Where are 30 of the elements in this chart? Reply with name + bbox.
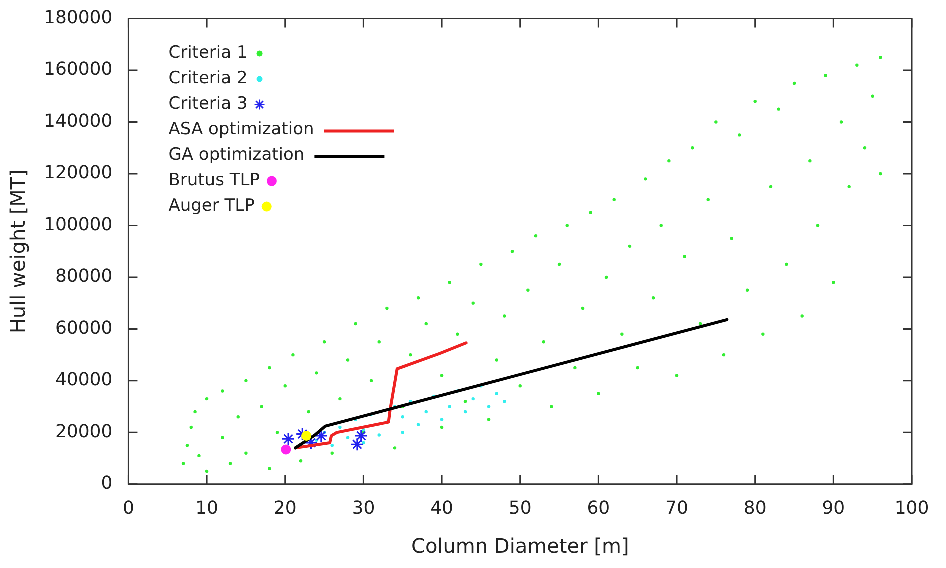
legend-label: GA optimization [168,145,305,166]
y-tick-label: 120000 [44,162,113,184]
legend-label: Criteria 1 [168,43,248,64]
x-tick-label: 50 [508,498,532,519]
y-tick-label: 100000 [44,214,113,236]
y-axis-title: Hull weight [MT] [6,170,30,334]
x-axis-title: Column Diameter [m] [411,534,630,558]
x-tick-label: 0 [122,498,134,519]
y-tick-label: 140000 [44,110,113,132]
legend-label: Criteria 3 [168,94,248,114]
x-tick-label: 60 [587,498,610,519]
x-tick-label: 20 [274,498,297,519]
legend-label: Criteria 2 [168,68,248,89]
y-tick-label: 180000 [44,7,113,28]
x-tick-label: 70 [666,498,688,519]
y-tick-label: 0 [101,473,113,494]
x-tick-label: 10 [196,498,218,519]
legend-label: ASA optimization [168,120,314,140]
x-tick-label: 100 [894,498,930,519]
legend-label: Brutus TLP [168,170,260,191]
y-tick-label: 80000 [55,266,113,288]
y-tick-label: 60000 [55,318,113,339]
x-tick-label: 80 [744,498,767,519]
y-tick-label: 160000 [44,59,113,80]
x-tick-label: 30 [352,498,376,519]
y-tick-label: 40000 [55,370,113,391]
legend-label: Auger TLP [168,196,255,216]
x-tick-label: 40 [430,498,454,519]
x-tick-label: 90 [822,498,846,519]
y-tick-label: 20000 [55,421,113,442]
